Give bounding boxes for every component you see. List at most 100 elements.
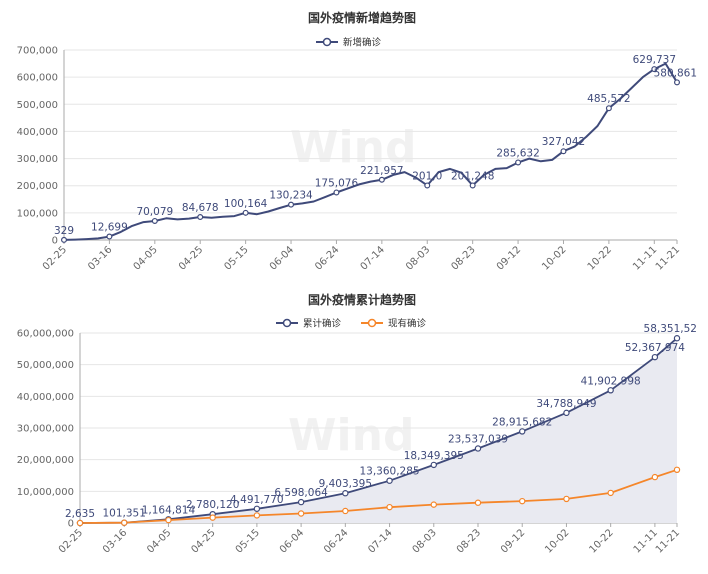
chart2-legend-label-cumulative: 累计确诊 [303, 318, 342, 330]
chart2-series [76, 335, 681, 527]
chart1-series-0-line [63, 62, 678, 241]
chart2-series-1-point [519, 497, 526, 505]
chart1-data-label: 70,079 [136, 206, 173, 218]
chart1-series [60, 62, 680, 243]
chart1-series-0-point [378, 176, 385, 183]
chart2-data-label: 58,351,52 [644, 323, 697, 335]
chart2-series-1-point [297, 510, 305, 517]
chart1-y-axis: 0 100,000 200,000 300,000 400,000 500,000 600,… [17, 46, 58, 247]
chart2-y-axis: 0 10,000,000 20,000,000 30,000,000 40,000,00… [17, 329, 74, 530]
chart1-y-tick-label: 600,000 [17, 73, 58, 84]
chart2-data-label: 28,915,682 [492, 416, 552, 428]
chart1-x-tick-label: 10-02 [540, 244, 568, 272]
chart1-data-label: 100,164 [224, 198, 268, 210]
chart1-title: 国外疫情新增趋势图 [308, 10, 416, 25]
chart1-x-tick-label: 08-23 [449, 244, 477, 272]
chart1-data-label: 12,699 [91, 222, 128, 234]
chart2-x-tick-label: 09-12 [499, 527, 527, 555]
chart1-y-tick-label: 0 [52, 236, 58, 247]
chart1-gridlines [63, 49, 677, 241]
chart2-x-tick-label: 06-24 [322, 527, 350, 555]
chart2-series-0-point [253, 505, 261, 512]
chart2-series-0-point [474, 445, 482, 452]
chart2-x-tick-label: 10-02 [543, 527, 571, 555]
chart2-series-1-point [342, 507, 349, 515]
chart1-series-0-point [288, 201, 295, 208]
chart1-x-tick-label: 11-11 [631, 244, 659, 272]
chart2-data-label: 2,780,120 [186, 499, 239, 511]
chart2-data-label: 23,537,039 [448, 433, 508, 445]
cumulative-cases-chart: Wind 国外疫情累计趋势图 累计确诊 现有确诊 0 10,000,000 20,0… [17, 292, 697, 556]
chart2-x-tick-label: 06-04 [278, 527, 306, 555]
chart1-y-tick-label: 400,000 [17, 127, 58, 138]
chart2-y-tick-label: 30,000,000 [17, 424, 74, 435]
chart2-y-tick-label: 10,000,000 [17, 487, 74, 498]
chart1-legend[interactable]: 新增确诊 [316, 37, 382, 49]
chart2-watermark: Wind [288, 410, 414, 461]
chart2-series-1-point [253, 512, 261, 519]
chart2-y-tick-label: 50,000,000 [17, 360, 74, 371]
chart1-y-tick-label: 100,000 [17, 208, 58, 219]
chart2-series-0-area [80, 338, 677, 523]
chart2-data-label: 2,635 [65, 508, 95, 520]
chart2-data-label: 1,164,814 [142, 504, 196, 516]
chart1-series-0-point [673, 79, 680, 86]
chart1-legend-label: 新增确诊 [343, 37, 382, 49]
chart2-series-1-point [563, 495, 570, 503]
chart2-series-0-point [651, 353, 659, 361]
chart1-data-label: 201,0 [412, 170, 442, 182]
chart1-series-0-point [242, 209, 249, 216]
chart1-data-label: 629,737 [633, 54, 676, 66]
chart1-data-label: 329 [54, 225, 74, 237]
chart1-data-label: 580,861 [654, 67, 697, 79]
chart2-title: 国外疫情累计趋势图 [308, 292, 416, 307]
chart1-series-0-point [560, 148, 567, 155]
chart2-data-label: 13,360,285 [359, 466, 419, 478]
chart2-series-0-point [342, 490, 349, 497]
chart1-data-labels: 329 12,699 70,079 84,678 100,164130,234175,0… [54, 54, 697, 237]
chart1-x-tick-label: 06-24 [313, 244, 341, 272]
chart2-x-tick-label: 04-25 [189, 527, 217, 555]
chart2-data-label: 52,367,974 [625, 342, 685, 354]
chart1-data-label: 327,042 [542, 136, 585, 148]
chart2-series-0-point [607, 387, 614, 394]
chart2-series-0-point [430, 461, 437, 469]
chart2-series-0-point [563, 409, 570, 417]
chart1-x-tick-label: 09-12 [495, 244, 523, 272]
chart2-legend-marker-active [367, 318, 377, 328]
chart1-series-0-point [151, 217, 158, 224]
chart2-x-tick-label: 05-15 [234, 527, 262, 555]
chart1-y-tick-label: 200,000 [17, 181, 58, 192]
chart1-watermark: Wind [290, 122, 416, 173]
chart2-series-1-point [430, 501, 437, 508]
new-cases-chart: Wind 国外疫情新增趋势图 新增确诊 0 100,000 200,000 300,0… [17, 10, 697, 273]
chart1-data-label: 84,678 [182, 202, 219, 214]
chart1-series-0-point [60, 236, 67, 243]
chart2-data-labels: 2,635 101,3511,164,8142,780,1204,491,7706… [65, 323, 697, 520]
chart2-y-tick-label: 40,000,000 [17, 392, 74, 403]
chart1-data-label: 221,957 [360, 165, 403, 177]
chart1-series-0-point [424, 182, 431, 189]
chart2-legend[interactable]: 累计确诊 现有确诊 [276, 318, 427, 330]
chart2-x-tick-label: 11-21 [654, 527, 682, 555]
chart2-x-tick-label: 10-22 [587, 527, 615, 555]
chart2-data-label: 101,351 [103, 508, 146, 520]
chart2-x-tick-label: 02-25 [57, 527, 85, 555]
chart1-data-label: 201,248 [451, 170, 494, 182]
chart1-x-axis: 02-25 03-16 04-05 04-25 05-15 06-04 06-24 07-14… [41, 240, 682, 273]
chart2-series-1-point [651, 473, 659, 481]
chart2-series-1-point [386, 503, 393, 511]
chart2-data-label: 6,598,064 [274, 487, 328, 499]
chart2-x-tick-label: 11-11 [632, 527, 660, 555]
chart2-x-tick-label: 07-14 [366, 527, 394, 555]
chart1-y-tick-label: 500,000 [17, 100, 58, 111]
chart2-x-tick-label: 03-16 [101, 527, 129, 555]
chart2-data-label: 18,349,395 [404, 450, 464, 462]
chart2-legend-label-active: 现有确诊 [388, 318, 427, 330]
chart1-x-tick-label: 05-15 [222, 244, 250, 272]
chart2-x-axis: 02-25 03-16 04-05 04-25 05-15 06-04 06-24 07-14… [57, 523, 682, 556]
chart2-x-tick-label: 04-05 [145, 527, 173, 555]
chart2-series-1-point [607, 489, 614, 497]
chart2-y-tick-label: 20,000,000 [17, 455, 74, 466]
